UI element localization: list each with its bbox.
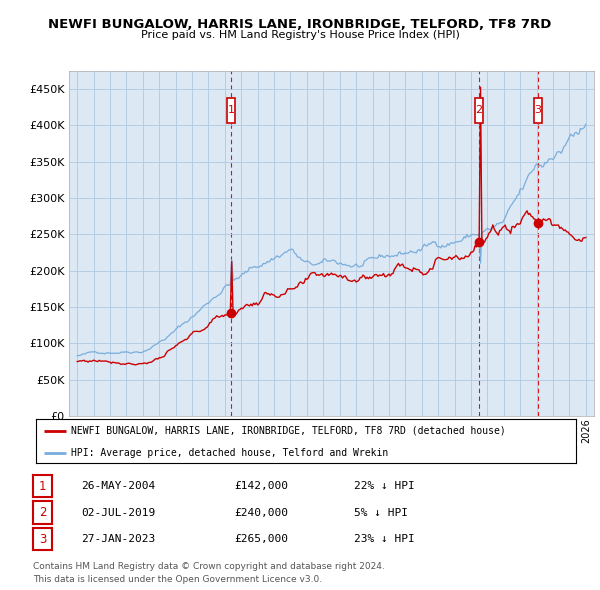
Text: 5% ↓ HPI: 5% ↓ HPI <box>354 508 408 517</box>
Text: Price paid vs. HM Land Registry's House Price Index (HPI): Price paid vs. HM Land Registry's House … <box>140 30 460 40</box>
Text: This data is licensed under the Open Government Licence v3.0.: This data is licensed under the Open Gov… <box>33 575 322 584</box>
Text: NEWFI BUNGALOW, HARRIS LANE, IRONBRIDGE, TELFORD, TF8 7RD (detached house): NEWFI BUNGALOW, HARRIS LANE, IRONBRIDGE,… <box>71 426 506 436</box>
Text: 1: 1 <box>39 480 46 493</box>
FancyBboxPatch shape <box>533 99 542 123</box>
Text: 3: 3 <box>39 533 46 546</box>
Text: NEWFI BUNGALOW, HARRIS LANE, IRONBRIDGE, TELFORD, TF8 7RD: NEWFI BUNGALOW, HARRIS LANE, IRONBRIDGE,… <box>49 18 551 31</box>
FancyBboxPatch shape <box>227 99 235 123</box>
Text: 22% ↓ HPI: 22% ↓ HPI <box>354 481 415 491</box>
Text: Contains HM Land Registry data © Crown copyright and database right 2024.: Contains HM Land Registry data © Crown c… <box>33 562 385 571</box>
Text: 1: 1 <box>228 106 235 116</box>
Text: 3: 3 <box>534 106 541 116</box>
Text: 23% ↓ HPI: 23% ↓ HPI <box>354 535 415 544</box>
Text: 2: 2 <box>39 506 46 519</box>
Text: HPI: Average price, detached house, Telford and Wrekin: HPI: Average price, detached house, Telf… <box>71 448 388 458</box>
Text: 26-MAY-2004: 26-MAY-2004 <box>81 481 155 491</box>
Text: 02-JUL-2019: 02-JUL-2019 <box>81 508 155 517</box>
Text: £265,000: £265,000 <box>234 535 288 544</box>
Text: £142,000: £142,000 <box>234 481 288 491</box>
Text: 27-JAN-2023: 27-JAN-2023 <box>81 535 155 544</box>
FancyBboxPatch shape <box>475 99 483 123</box>
Text: 2: 2 <box>476 106 483 116</box>
Text: £240,000: £240,000 <box>234 508 288 517</box>
